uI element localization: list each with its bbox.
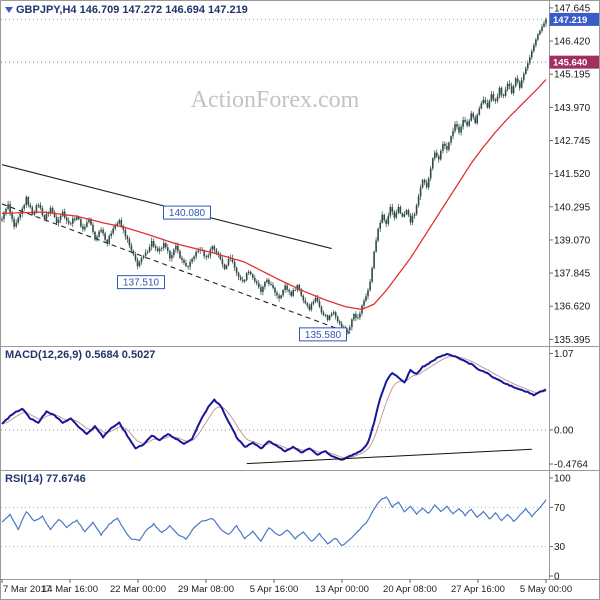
time-axis-label: 27 Apr 16:00: [451, 584, 505, 595]
price-axis-label: 135.395: [554, 335, 591, 346]
price-tag[interactable]: 147.219: [553, 15, 587, 26]
time-axis-label: 20 Apr 08:00: [383, 584, 437, 595]
moving-average-line: [1, 79, 547, 311]
macd-main-line: [1, 352, 547, 461]
price-axis-label: 139.070: [554, 235, 591, 246]
macd-axis-label: -0.4764: [554, 460, 588, 471]
time-axis-label: 29 Mar 08:00: [178, 584, 234, 595]
time-axis-label: 5 Apr 16:00: [250, 584, 299, 595]
rsi-axis-label: 0: [554, 572, 560, 583]
time-axis-label: 22 Mar 00:00: [110, 584, 166, 595]
price-axis-label: 145.195: [554, 70, 591, 81]
time-axis-label: 14 Mar 16:00: [42, 584, 98, 595]
rsi-indicator-label: RSI(14) 77.6746: [5, 473, 86, 485]
dashed-trendline: [1, 203, 351, 334]
rsi-axis-label: 100: [554, 474, 571, 485]
price-axis-label: 146.420: [554, 37, 591, 48]
level-label: 140.080: [169, 208, 206, 219]
level-label-box: [117, 275, 165, 290]
level-label: 135.580: [305, 330, 342, 341]
rsi-axis-label: 30: [554, 542, 566, 553]
rsi-line: [1, 496, 547, 547]
macd-axis-label: 1.07: [554, 349, 574, 360]
level-label: 137.510: [123, 278, 160, 289]
macd-axis-label: 0.00: [554, 425, 574, 436]
time-axis-label: 13 Apr 00:00: [315, 584, 369, 595]
macd-trendline: [246, 448, 532, 465]
watermark: ActionForex.com: [190, 87, 360, 113]
chart-title: GBPJPY,H4 146.709 147.272 146.694 147.21…: [16, 4, 248, 16]
rsi-axis-label: 70: [554, 503, 566, 514]
candlesticks[interactable]: [1, 19, 547, 332]
chart-symbol-icon: [5, 7, 13, 13]
price-axis-label: 147.645: [554, 3, 591, 14]
level-label-box: [299, 327, 347, 342]
level-label-box: [163, 205, 211, 220]
price-tag[interactable]: 145.640: [553, 58, 587, 69]
macd-indicator-label: MACD(12,26,9) 0.5684 0.5027: [5, 349, 156, 361]
candle-wicks: [1, 17, 547, 335]
price-axis-label: 140.295: [554, 202, 591, 213]
time-axis-label: 7 Mar 2017: [3, 584, 51, 595]
price-axis-label: 136.620: [554, 302, 591, 313]
time-axis-label: 5 May 00:00: [520, 584, 572, 595]
price-axis-label: 142.745: [554, 136, 591, 147]
macd-signal-line: [1, 355, 547, 459]
price-axis-label: 137.845: [554, 269, 591, 280]
price-axis-label: 141.520: [554, 169, 591, 180]
price-axis-label: 143.970: [554, 103, 591, 114]
price-tag-box: [549, 55, 599, 69]
price-tag-box: [549, 12, 599, 26]
